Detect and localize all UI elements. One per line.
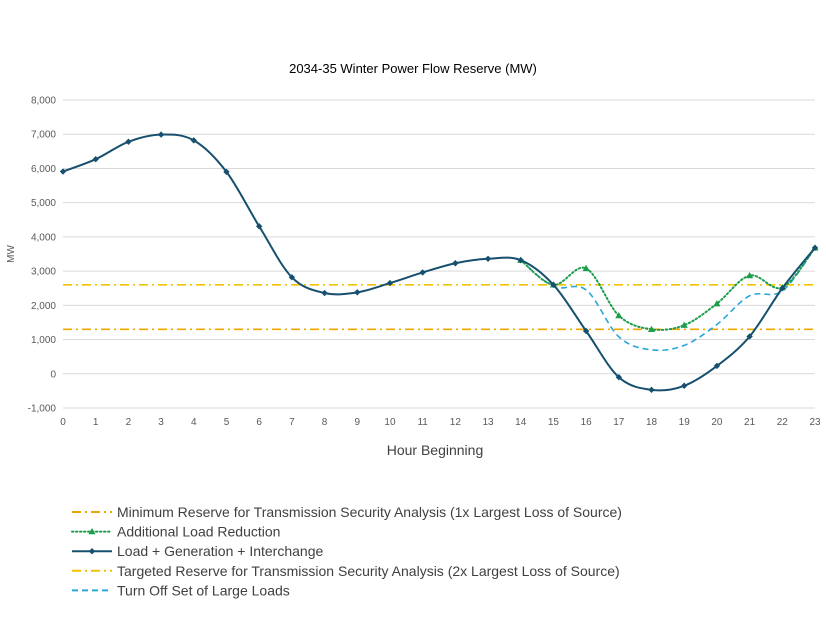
- x-tick-label: 0: [60, 417, 66, 428]
- x-tick-label: 5: [224, 417, 230, 428]
- legend-label-turnoff: Turn Off Set of Large Loads: [117, 582, 290, 598]
- x-tick-label: 7: [289, 417, 295, 428]
- data-point-load: [223, 168, 230, 176]
- x-tick-label: 9: [354, 417, 360, 428]
- data-point-load: [484, 255, 492, 262]
- x-tick-label: 21: [744, 417, 756, 428]
- legend-marker-additional: [88, 528, 96, 535]
- y-tick-label: 8,000: [31, 96, 56, 107]
- data-point-load: [615, 374, 623, 381]
- data-point-load: [354, 289, 361, 296]
- legend-label-target_reserve: Targeted Reserve for Transmission Securi…: [117, 563, 620, 579]
- data-point-load: [59, 168, 67, 175]
- legend: Minimum Reserve for Transmission Securit…: [71, 504, 622, 598]
- x-tick-label: 2: [126, 417, 132, 428]
- x-tick-label: 15: [548, 417, 560, 428]
- data-point-load: [779, 285, 786, 292]
- data-point-load: [125, 138, 132, 145]
- x-tick-label: 12: [450, 417, 462, 428]
- data-point-additional: [615, 312, 623, 319]
- axes: -1,00001,0002,0003,0004,0005,0006,0007,0…: [28, 96, 821, 429]
- x-tick-label: 20: [711, 417, 723, 428]
- legend-item-target_reserve: Targeted Reserve for Transmission Securi…: [72, 563, 620, 579]
- y-tick-label: 6,000: [31, 164, 56, 175]
- y-tick-label: -1,000: [28, 404, 57, 415]
- x-tick-label: 19: [679, 417, 691, 428]
- gridlines: [63, 99, 815, 409]
- x-tick-label: 14: [515, 417, 527, 428]
- series-line-turnoff: [520, 247, 816, 352]
- x-tick-label: 11: [417, 417, 428, 428]
- y-axis-label: MW: [6, 245, 17, 263]
- legend-item-additional: Additional Load Reduction: [71, 524, 280, 540]
- y-tick-label: 2,000: [31, 301, 56, 312]
- data-point-load: [713, 362, 721, 370]
- x-tick-label: 17: [613, 417, 625, 428]
- data-point-load: [746, 333, 753, 340]
- legend-label-additional: Additional Load Reduction: [117, 524, 280, 540]
- x-tick-label: 16: [581, 417, 593, 428]
- data-point-additional: [680, 321, 688, 328]
- x-tick-label: 8: [322, 417, 328, 428]
- data-point-load: [157, 131, 165, 138]
- x-tick-label: 22: [777, 417, 789, 428]
- data-point-load: [582, 327, 590, 335]
- data-point-load: [811, 244, 819, 252]
- data-series: [59, 131, 819, 394]
- data-point-load: [321, 289, 328, 297]
- data-point-additional: [746, 271, 754, 279]
- legend-label-min_reserve: Minimum Reserve for Transmission Securit…: [117, 504, 622, 520]
- legend-item-turnoff: Turn Off Set of Large Loads: [72, 582, 290, 598]
- y-tick-label: 3,000: [31, 267, 56, 278]
- data-point-additional: [647, 325, 656, 332]
- series-line-load: [62, 133, 816, 392]
- x-tick-label: 4: [191, 417, 197, 428]
- x-tick-label: 10: [384, 417, 396, 428]
- x-tick-label: 13: [482, 417, 494, 428]
- data-point-load: [288, 274, 296, 281]
- data-point-load: [255, 223, 263, 230]
- legend-label-load: Load + Generation + Interchange: [117, 543, 323, 559]
- legend-item-min_reserve: Minimum Reserve for Transmission Securit…: [72, 504, 622, 520]
- x-axis-label: Hour Beginning: [387, 442, 484, 458]
- y-tick-label: 7,000: [31, 130, 56, 141]
- y-tick-label: 5,000: [31, 198, 56, 209]
- data-point-load: [517, 256, 524, 264]
- x-tick-label: 1: [93, 417, 99, 428]
- y-tick-label: 1,000: [31, 335, 56, 346]
- legend-item-load: Load + Generation + Interchange: [72, 543, 323, 559]
- series-line-additional: [519, 246, 816, 331]
- data-point-load: [190, 137, 197, 144]
- y-tick-label: 0: [50, 369, 56, 380]
- x-tick-label: 18: [646, 417, 658, 428]
- data-point-load: [92, 156, 99, 163]
- y-tick-label: 4,000: [31, 232, 56, 243]
- data-point-load: [648, 386, 655, 394]
- x-tick-label: 3: [158, 417, 164, 428]
- series-turnoff: [520, 247, 816, 352]
- chart-title: 2034-35 Winter Power Flow Reserve (MW): [289, 61, 537, 76]
- data-point-load: [681, 382, 688, 389]
- series-load: [59, 131, 819, 394]
- data-point-load: [550, 281, 557, 288]
- x-tick-label: 23: [809, 417, 821, 428]
- data-point-additional: [582, 264, 590, 272]
- data-point-load: [452, 260, 459, 267]
- data-point-additional: [713, 300, 721, 307]
- data-point-load: [419, 269, 426, 276]
- legend-marker-load: [88, 548, 96, 555]
- x-tick-label: 6: [256, 417, 262, 428]
- data-point-load: [386, 279, 394, 287]
